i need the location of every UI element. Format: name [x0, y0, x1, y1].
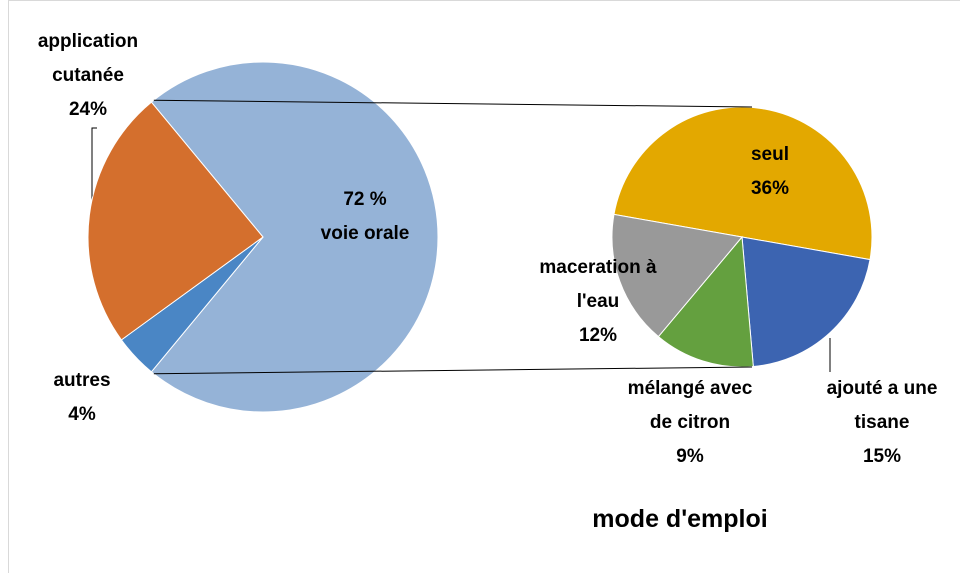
value-label: 4% — [68, 404, 96, 425]
value-label: 36% — [750, 178, 790, 199]
data-label: application cutanée 24% — [13, 25, 163, 127]
value-label: 15% — [862, 446, 902, 467]
category-label: autres — [53, 370, 111, 391]
pie-slice — [150, 61, 439, 413]
data-label: seul 36% — [710, 138, 830, 206]
connector-line — [153, 366, 753, 375]
frame — [8, 0, 960, 573]
pie-slice — [741, 236, 871, 368]
category-label: ajouté a une tisane — [826, 378, 938, 433]
value-label: 12% — [578, 325, 618, 346]
chart-title: mode d'emploi — [592, 505, 768, 533]
category-label: seul — [750, 144, 790, 165]
category-label: maceration à l'eau — [539, 257, 657, 312]
data-label: maceration à l'eau 12% — [528, 251, 668, 353]
value-label: 24% — [68, 99, 108, 120]
data-label: 72 % voie orale — [280, 183, 450, 251]
value-label: 9% — [676, 446, 704, 467]
pie-slice — [613, 106, 873, 261]
category-label: voie orale — [320, 223, 410, 244]
pie-slice — [87, 101, 264, 341]
category-label: application cutanée — [37, 31, 139, 86]
category-label: mélangé avec de citron — [627, 378, 753, 433]
pie-slice — [611, 213, 743, 338]
connector-line — [153, 99, 753, 108]
data-label: autres 4% — [22, 364, 142, 432]
data-label: ajouté a une tisane 15% — [807, 372, 957, 474]
data-label: mélangé avec de citron 9% — [615, 372, 765, 474]
value-label: 72 % — [343, 189, 387, 210]
